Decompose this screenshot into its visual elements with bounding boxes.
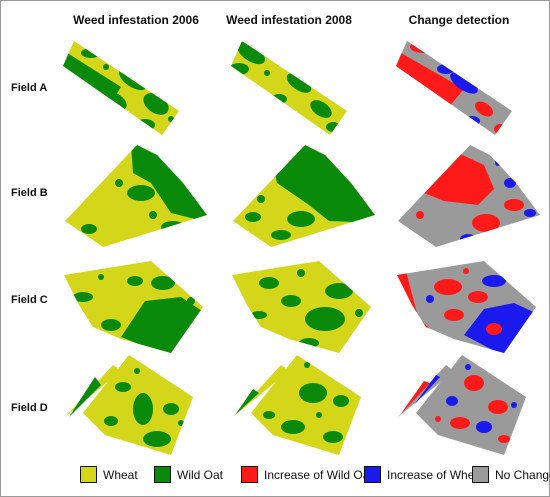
map-field-a-2006 [63,41,179,135]
column-title-2006: Weed infestation 2006 [73,13,199,27]
column-title-2008: Weed infestation 2008 [226,13,352,27]
legend-swatch-increase-wild-oat [241,466,258,483]
map-field-b-2008 [233,145,375,247]
map-field-b-change [398,145,540,247]
map-field-a-2008 [231,41,347,135]
legend-swatch-wild-oat [154,466,171,483]
row-label-field-b: Field B [11,187,48,199]
map-field-a-change [396,41,512,135]
legend-label-increase-wild-oat: Increase of Wild Oat [264,467,373,482]
row-label-field-c: Field C [11,294,48,306]
legend-label-wild-oat: Wild Oat [177,467,224,482]
row-label-field-d: Field D [11,402,48,414]
legend-item-no-change: No Change [472,466,550,483]
legend-swatch-increase-wheat [364,466,381,483]
legend-item-increase-wild-oat: Increase of Wild Oat [241,466,373,483]
column-title-change: Change detection [408,13,510,27]
legend-item-wild-oat: Wild Oat [154,466,223,483]
legend-item-wheat: Wheat [80,466,138,483]
row-label-field-a: Field A [11,82,48,94]
legend-label-increase-wheat: Increase of Wheat [387,467,485,482]
map-field-c-change [397,261,536,353]
legend-label-no-change: No Change [495,467,550,482]
legend-item-increase-wheat: Increase of Wheat [364,466,484,483]
map-field-c-2008 [232,261,371,353]
map-field-d-2008 [233,355,361,455]
map-field-b-2006 [65,145,207,247]
legend-swatch-wheat [80,466,97,483]
map-field-d-change [398,355,526,455]
legend-swatch-no-change [472,466,489,483]
legend: Wheat Wild Oat Increase of Wild Oat Incr… [1,463,550,489]
map-field-c-2006 [64,261,203,353]
map-field-d-2006 [65,355,193,455]
legend-label-wheat: Wheat [103,467,138,482]
